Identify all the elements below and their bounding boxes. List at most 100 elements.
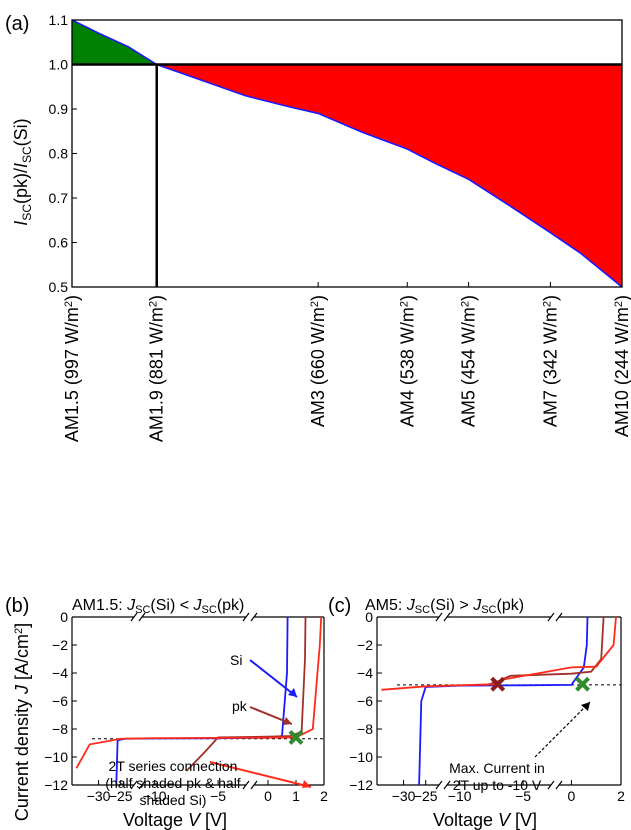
x-tick-label: 2: [617, 788, 625, 804]
x-axis-title-c: Voltage V [V]: [433, 810, 537, 830]
y-tick-label: −6: [52, 693, 68, 709]
x-tick-label: −30: [87, 788, 111, 804]
x-axis-title-b: Voltage V [V]: [123, 810, 227, 830]
y-tick-label: −12: [349, 777, 373, 793]
x-tick-label: −5: [515, 788, 531, 804]
x-tick-label: −5: [210, 788, 226, 804]
plot-area-b: 0 −2 −4 −6 −8 −10 −12 −30−25 −10 −5 0 1 2: [44, 609, 328, 804]
y-tick-label: −2: [52, 637, 68, 653]
x-tick-label-text: AM5 (454 W/m: [459, 307, 479, 427]
x-tick-label-text: AM1.9 (881 W/m: [147, 307, 167, 442]
x-tick-label-close: ): [147, 295, 167, 301]
max-current-arrow: [534, 701, 591, 758]
panel-b: (b) AM1.5: JSC(Si) < JSC(pk) 0 −2 −4 −6 −8 −1…: [5, 595, 328, 830]
y-axis-title-b: Current density J [A/cm2]: [12, 623, 32, 821]
pk-arrowhead: [283, 717, 292, 725]
y-tick-label: −4: [357, 665, 373, 681]
x-tick-label-sup: 2: [460, 301, 472, 307]
y-tick-label-a: 0.6: [49, 235, 69, 251]
max-current-annotation-line1: Max. Current in: [449, 760, 545, 776]
y-tick-label: −4: [52, 665, 68, 681]
x-tick-label: −30: [392, 788, 416, 804]
y-tick-label: −12: [44, 777, 68, 793]
panel-c-label: (c): [328, 595, 351, 617]
series-annotation-line3: shaded Si): [140, 792, 207, 808]
max-current-annotation-line2: 2T up to -10 V: [453, 777, 542, 793]
axis-break-mark: [547, 612, 555, 622]
x-tick-label-close: ): [459, 295, 479, 301]
x-tick-label-close: ): [62, 295, 82, 301]
x-tick-label: 2: [320, 788, 328, 804]
y-tick-label-a: 0.9: [49, 101, 69, 117]
x-tick-label-a: AM5 (454 W/m2): [459, 295, 479, 427]
axis-break-mark: [130, 612, 138, 622]
y-tick-label-a: 0.8: [49, 146, 69, 162]
x-tick-label: −25: [109, 788, 133, 804]
x-tick-label-text: AM4 (538 W/m: [397, 307, 417, 427]
x-tick-label-a: AM10 (244 W/m2): [612, 295, 631, 437]
y-tick-label-a: 0.5: [49, 279, 69, 295]
x-tick-label: −10: [448, 788, 472, 804]
x-tick-label-close: ): [308, 295, 328, 301]
y-tick-label-a: 1.0: [49, 57, 69, 73]
x-tick-label-close: ): [612, 295, 631, 301]
curve-2t: [75, 616, 323, 769]
x-tick-label-a: AM7 (342 W/m2): [540, 295, 560, 427]
x-tick-label-close: ): [397, 295, 417, 301]
si-arrow: [249, 659, 298, 698]
axis-break-mark: [242, 780, 250, 790]
y-tick-label: −2: [357, 637, 373, 653]
y-tick-label: −6: [357, 693, 373, 709]
series-arrow: [209, 761, 312, 788]
y-tick-label: −8: [52, 721, 68, 737]
axis-break-mark: [435, 612, 443, 622]
series-annotation-line2: (half shaded pk & half: [105, 775, 241, 791]
y-ticks-a: 0.5 0.6 0.7 0.8 0.9 1.0 1.1: [49, 12, 77, 295]
y-tick-label-a: 1.1: [49, 12, 69, 28]
y-axis-title-a: ISC(pk)/ISC(Si): [11, 118, 34, 225]
x-tick-label-sup: 2: [309, 301, 321, 307]
axis-break-mark: [435, 780, 443, 790]
x-tick-label: −10: [143, 788, 167, 804]
x-tick-label-a: AM4 (538 W/m2): [397, 295, 417, 427]
series-arrowhead: [302, 780, 311, 788]
x-tick-label-close: ): [540, 295, 560, 301]
x-tick-label-text: AM7 (342 W/m: [540, 307, 560, 427]
x-tick-label-sup: 2: [613, 301, 625, 307]
x-tick-label-a: AM3 (660 W/m2): [308, 295, 328, 427]
mpp-marker: [490, 676, 506, 692]
x-tick-label-a: AM1.9 (881 W/m2): [147, 295, 167, 442]
x-tick-label-sup: 2: [148, 301, 160, 307]
axis-break-mark: [547, 780, 555, 790]
x-tick-label-text: AM10 (244 W/m: [612, 307, 631, 437]
x-tick-label: 0: [568, 788, 576, 804]
max-current-arrowhead: [581, 702, 590, 711]
axis-break-mark: [242, 612, 250, 622]
curve-pk: [185, 616, 307, 772]
chart-title-b: AM1.5: JSC(Si) < JSC(pk): [72, 597, 244, 616]
pk-annotation: pk: [232, 698, 248, 714]
mpp-marker: [575, 676, 590, 692]
x-tick-label-sup: 2: [398, 301, 410, 307]
x-tick-label: 0: [264, 788, 272, 804]
y-tick-label: −8: [357, 721, 373, 737]
area-below-reference: [156, 64, 622, 287]
panel-a-label: (a): [5, 13, 29, 35]
series-annotation-line1: 2T series connection: [109, 758, 238, 774]
x-tick-label-sup: 2: [63, 301, 75, 307]
curve-si: [418, 616, 589, 786]
si-annotation: Si: [230, 652, 242, 668]
mpp-marker: [288, 729, 304, 745]
y-tick-label: 0: [60, 609, 68, 625]
x-tick-label-text: AM3 (660 W/m: [308, 307, 328, 427]
chart-title-c: AM5: JSC(Si) > JSC(pk): [365, 597, 524, 616]
x-tick-label-sup: 2: [541, 301, 553, 307]
x-tick-label: 1: [292, 788, 300, 804]
ratio-line: [71, 19, 623, 288]
plot-area-c: 0 −2 −4 −6 −8 −10 −12 −30−25 −10 −5 0 2: [349, 609, 625, 804]
panel-a: (a) 0.5 0.6 0.7 0.8 0.9 1.0 1.1 AM1.5 (997 W/m…: [5, 12, 631, 442]
x-tick-label-a: AM1.5 (997 W/m2): [62, 295, 82, 442]
x-tick-label: −25: [414, 788, 438, 804]
x-tick-label-text: AM1.5 (997 W/m: [62, 307, 82, 442]
